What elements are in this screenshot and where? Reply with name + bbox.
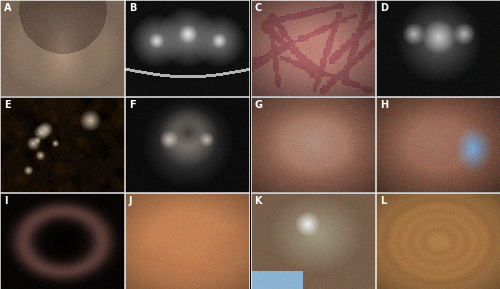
Text: K: K <box>254 196 262 206</box>
Text: F: F <box>129 99 136 110</box>
Text: L: L <box>380 196 386 206</box>
Text: E: E <box>4 99 10 110</box>
Text: B: B <box>129 3 136 13</box>
Text: A: A <box>4 3 11 13</box>
Text: G: G <box>254 99 262 110</box>
Text: H: H <box>380 99 388 110</box>
Text: I: I <box>4 196 7 206</box>
Text: D: D <box>380 3 388 13</box>
Text: J: J <box>129 196 132 206</box>
Text: C: C <box>254 3 262 13</box>
